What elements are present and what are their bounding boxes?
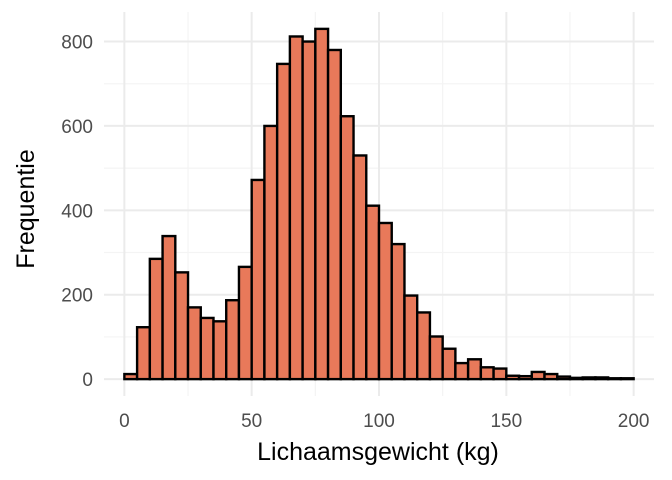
histogram-bar [186, 306, 202, 381]
histogram-bar [352, 154, 368, 381]
histogram-bar [301, 40, 317, 381]
histogram-bar [199, 316, 215, 381]
histogram-bar [135, 326, 152, 381]
y-tick-label: 0 [82, 370, 93, 391]
histogram-bar [454, 361, 470, 381]
histogram-bar [237, 265, 253, 381]
histogram-bar [568, 376, 584, 381]
histogram-bar [517, 374, 533, 381]
y-axis-title: Frequentie [12, 149, 40, 269]
x-tick-label: 200 [618, 411, 650, 432]
histogram-bar [148, 257, 164, 381]
x-tick-label: 100 [363, 411, 395, 432]
y-tick-label: 800 [61, 33, 93, 54]
y-tick-label: 200 [61, 286, 93, 307]
histogram-bar [403, 294, 419, 381]
histogram-bar [530, 370, 546, 381]
histogram-bar [377, 221, 393, 381]
histogram-bar [441, 347, 457, 381]
histogram-bar [314, 27, 330, 381]
histogram-bar [556, 375, 572, 381]
histogram-bar [415, 311, 432, 381]
histogram-bar [225, 299, 241, 381]
histogram-bar [428, 335, 444, 381]
y-tick-label: 400 [61, 201, 93, 222]
histogram-bar [326, 48, 343, 381]
histogram-bar [212, 320, 228, 381]
histogram-bar [123, 372, 139, 381]
histogram-bar [466, 358, 483, 381]
histogram-bar [365, 204, 381, 381]
x-tick-label: 0 [119, 411, 130, 432]
histogram-bars [123, 27, 635, 381]
histogram-bar [275, 62, 292, 381]
x-axis-title: Lichaamsgewicht (kg) [257, 438, 499, 466]
histogram-bar [543, 372, 559, 381]
histogram-bar [339, 115, 355, 381]
histogram-bar [594, 376, 610, 381]
histogram-bar [263, 124, 279, 381]
y-axis-ticks: 0 200 400 600 800 [61, 33, 93, 392]
histogram-bar [619, 377, 635, 381]
x-axis-ticks: 0 50 100 150 200 [119, 411, 649, 432]
histogram-bar [492, 367, 508, 381]
histogram-bar [288, 35, 304, 381]
histogram-bar [505, 374, 521, 381]
histogram-bar [606, 377, 623, 381]
histogram-bar [161, 234, 177, 381]
y-tick-label: 600 [61, 117, 93, 138]
x-tick-label: 50 [241, 411, 262, 432]
histogram-bar [479, 366, 495, 381]
histogram-bar [250, 178, 266, 381]
histogram-bar [390, 242, 406, 381]
x-tick-label: 150 [490, 411, 522, 432]
histogram-bar [174, 271, 190, 381]
histogram-bar [581, 376, 597, 381]
